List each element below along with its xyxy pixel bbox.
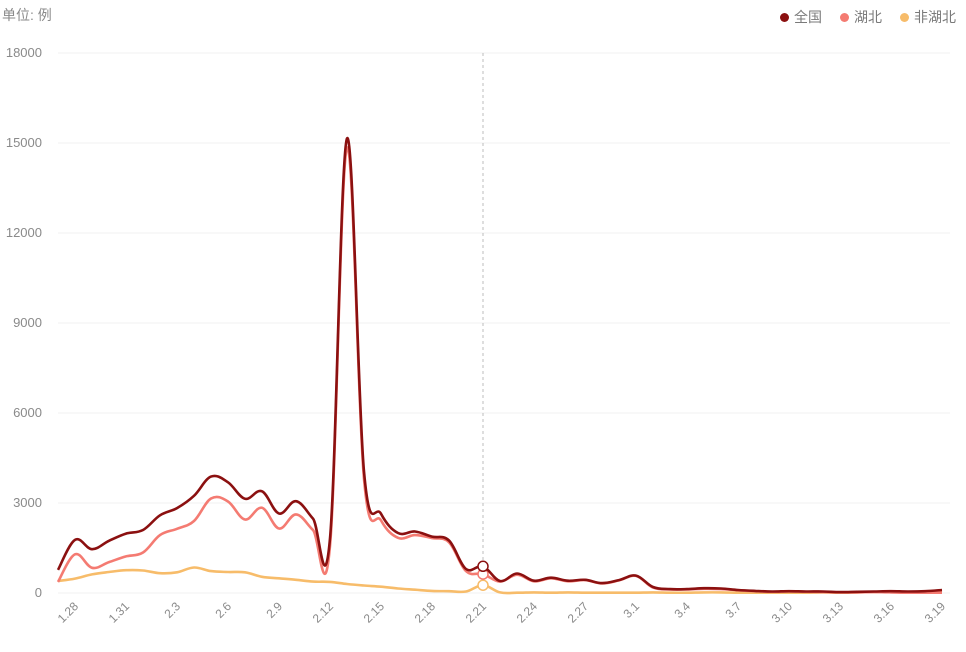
x-tick-label: 3.10 [769, 599, 796, 626]
legend-item-non-hubei[interactable]: 非湖北 [900, 7, 956, 27]
x-tick-label: 3.19 [922, 599, 949, 626]
legend-label-hubei: 湖北 [854, 9, 882, 25]
y-tick-label: 15000 [6, 135, 42, 150]
y-tick-label: 12000 [6, 225, 42, 240]
legend: 全国 湖北 非湖北 [780, 7, 956, 27]
x-tick-label: 2.27 [565, 599, 592, 626]
series-line-hubei [56, 146, 942, 595]
series-line-national [56, 137, 943, 594]
y-tick-label: 0 [35, 585, 42, 600]
legend-item-hubei[interactable]: 湖北 [840, 7, 882, 27]
y-tick-label: 9000 [13, 315, 42, 330]
legend-label-national: 全国 [794, 9, 822, 25]
legend-dot-national [780, 12, 789, 22]
y-tick-label: 3000 [13, 495, 42, 510]
x-tick-label: 3.1 [620, 599, 642, 621]
y-tick-label: 18000 [6, 45, 42, 60]
x-tick-label: 2.18 [412, 599, 439, 626]
legend-item-national[interactable]: 全国 [780, 7, 822, 27]
legend-label-non-hubei: 非湖北 [914, 9, 956, 25]
x-tick-label: 3.16 [871, 599, 898, 626]
x-tick-label: 1.28 [55, 599, 82, 626]
x-tick-label: 2.12 [310, 599, 337, 626]
x-tick-label: 2.6 [212, 599, 234, 621]
x-tick-label: 2.3 [161, 599, 183, 621]
y-tick-label: 6000 [13, 405, 42, 420]
unit-label: 单位: 例 [2, 7, 52, 23]
x-tick-label: 3.4 [671, 599, 693, 621]
x-tick-label: 2.15 [361, 599, 388, 626]
data-point-non-hubei [477, 579, 489, 591]
legend-dot-non-hubei [900, 12, 909, 22]
legend-dot-hubei [840, 12, 849, 22]
x-tick-label: 3.7 [722, 599, 744, 621]
x-tick-label: 1.31 [106, 599, 133, 626]
x-tick-label: 2.9 [263, 599, 285, 621]
x-tick-label: 3.13 [820, 599, 847, 626]
data-point-national [477, 560, 489, 573]
x-tick-label: 2.21 [463, 599, 490, 626]
x-tick-label: 2.24 [514, 599, 541, 626]
